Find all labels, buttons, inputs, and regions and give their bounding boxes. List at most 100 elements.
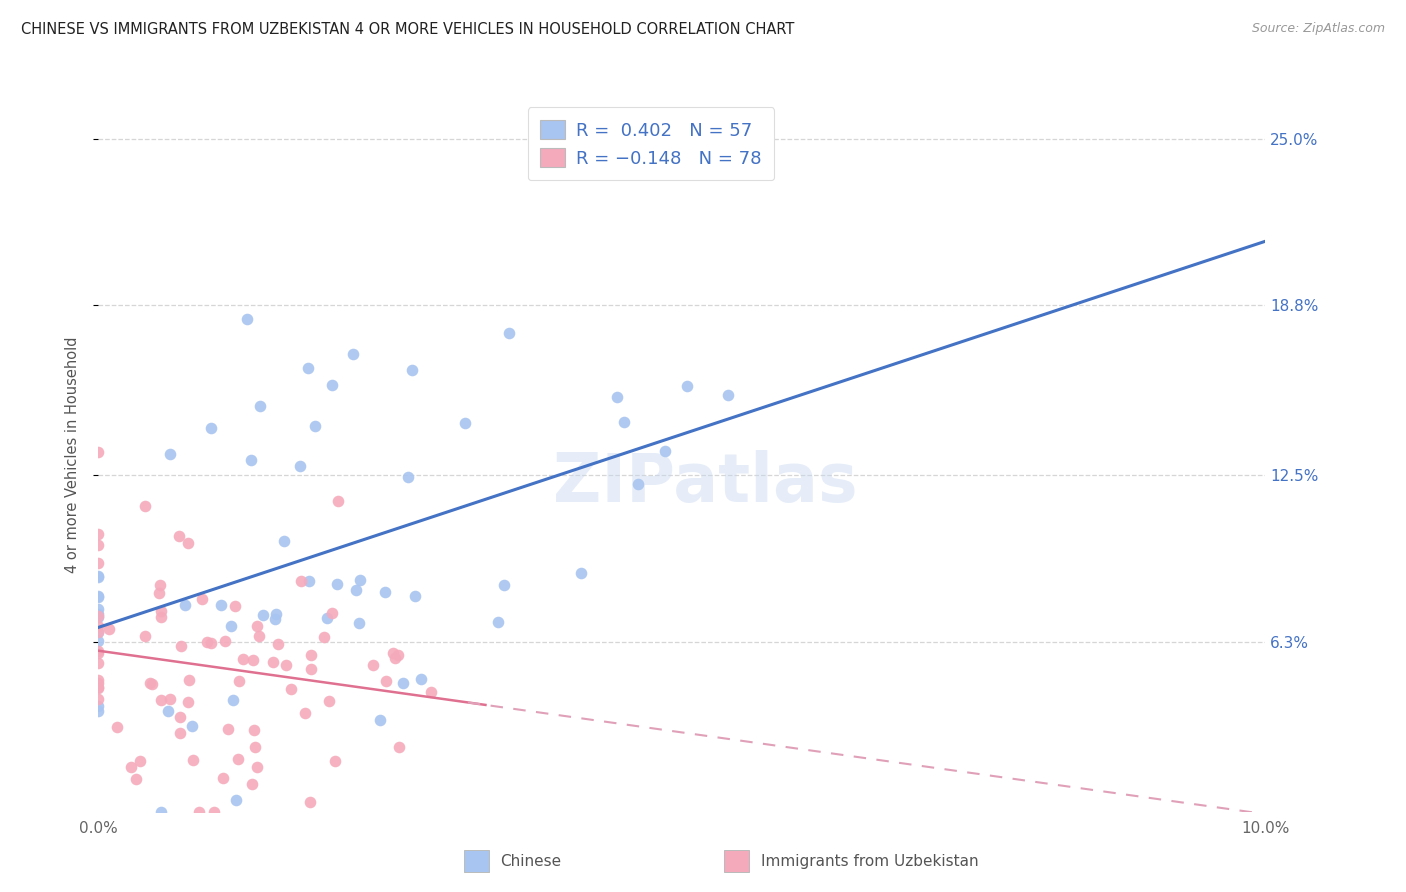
Point bbox=[148, 586, 170, 600]
Point bbox=[318, 694, 340, 708]
Point bbox=[246, 760, 269, 774]
Point bbox=[87, 676, 110, 690]
Point bbox=[87, 602, 110, 616]
Point bbox=[200, 421, 222, 435]
Point bbox=[363, 658, 385, 673]
Point bbox=[125, 772, 148, 787]
Point bbox=[409, 673, 432, 687]
Point bbox=[321, 378, 343, 392]
Point bbox=[454, 416, 477, 430]
Point bbox=[177, 535, 200, 549]
Point bbox=[654, 444, 676, 458]
Point bbox=[98, 622, 121, 636]
Text: Source: ZipAtlas.com: Source: ZipAtlas.com bbox=[1251, 22, 1385, 36]
Point bbox=[169, 710, 191, 724]
Point bbox=[87, 557, 110, 571]
Point bbox=[387, 648, 409, 662]
Point bbox=[150, 693, 173, 707]
Point bbox=[87, 625, 110, 640]
Point bbox=[245, 739, 267, 754]
Point bbox=[349, 574, 371, 588]
Point bbox=[202, 805, 225, 819]
Point bbox=[398, 469, 420, 483]
Point bbox=[87, 680, 110, 694]
Point bbox=[404, 589, 426, 603]
Point bbox=[224, 599, 246, 613]
Point bbox=[87, 698, 110, 713]
Point bbox=[325, 754, 347, 768]
Point bbox=[87, 609, 110, 624]
Point bbox=[141, 677, 163, 691]
Point bbox=[87, 609, 110, 624]
Point bbox=[326, 577, 349, 591]
Point bbox=[242, 723, 264, 738]
Point bbox=[87, 538, 110, 552]
Point bbox=[87, 569, 110, 583]
Text: ZIPatlas: ZIPatlas bbox=[553, 450, 858, 516]
Point bbox=[228, 674, 250, 689]
Point bbox=[159, 447, 181, 461]
Point bbox=[613, 415, 636, 429]
Point bbox=[717, 388, 740, 402]
Point bbox=[195, 635, 218, 649]
Point bbox=[494, 578, 516, 592]
Point bbox=[169, 725, 191, 739]
Point bbox=[180, 719, 202, 733]
Point bbox=[226, 752, 249, 766]
Point bbox=[298, 795, 321, 809]
Point bbox=[290, 574, 312, 588]
Point bbox=[392, 675, 415, 690]
Point bbox=[87, 681, 110, 695]
Point bbox=[368, 713, 391, 727]
Point bbox=[214, 634, 236, 648]
Point bbox=[149, 578, 172, 592]
Point bbox=[374, 584, 396, 599]
Point bbox=[627, 477, 650, 491]
Point bbox=[246, 619, 269, 633]
Text: Chinese: Chinese bbox=[501, 854, 561, 869]
Point bbox=[312, 630, 335, 644]
Point bbox=[87, 589, 110, 603]
Point bbox=[347, 615, 370, 630]
Point bbox=[299, 662, 322, 676]
Point bbox=[401, 363, 423, 377]
Point bbox=[280, 681, 302, 696]
Point bbox=[87, 633, 110, 648]
Point bbox=[263, 612, 285, 626]
Point bbox=[87, 445, 110, 459]
Point bbox=[177, 673, 200, 687]
Point bbox=[217, 722, 239, 736]
Point bbox=[87, 692, 110, 706]
Point bbox=[212, 771, 235, 785]
Point bbox=[276, 658, 298, 673]
Point bbox=[219, 619, 242, 633]
Point bbox=[87, 526, 110, 541]
Point bbox=[298, 574, 321, 588]
Point bbox=[149, 610, 172, 624]
Point bbox=[236, 312, 259, 326]
Point bbox=[87, 643, 110, 657]
Point bbox=[200, 636, 222, 650]
Point bbox=[239, 453, 262, 467]
Text: Immigrants from Uzbekistan: Immigrants from Uzbekistan bbox=[761, 854, 979, 869]
Point bbox=[321, 606, 343, 620]
Point bbox=[134, 499, 156, 513]
Point bbox=[177, 695, 200, 709]
Point bbox=[211, 598, 233, 612]
Point bbox=[266, 607, 288, 621]
Point bbox=[384, 651, 406, 665]
Point bbox=[87, 656, 110, 670]
Point bbox=[190, 592, 212, 607]
Point bbox=[87, 570, 110, 584]
Point bbox=[297, 361, 319, 376]
Point bbox=[173, 598, 195, 612]
Point bbox=[498, 326, 520, 340]
Point bbox=[170, 639, 193, 653]
Point bbox=[183, 753, 205, 767]
Point bbox=[120, 760, 142, 774]
Point bbox=[247, 629, 270, 643]
Y-axis label: 4 or more Vehicles in Household: 4 or more Vehicles in Household bbox=[65, 336, 80, 574]
Point bbox=[571, 566, 593, 581]
Point bbox=[225, 793, 247, 807]
Point bbox=[342, 347, 364, 361]
